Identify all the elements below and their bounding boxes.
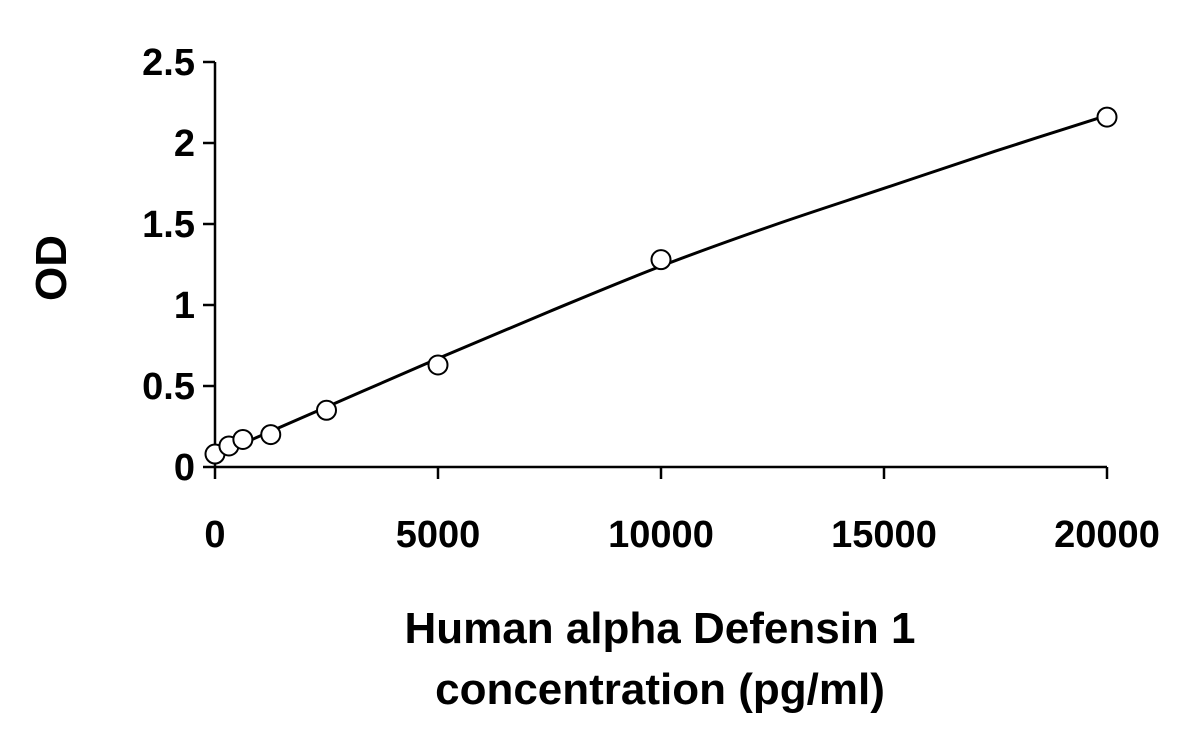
y-tick-label: 1.5 — [142, 204, 195, 246]
x-tick-label: 20000 — [1054, 514, 1160, 556]
data-point — [232, 428, 254, 450]
x-tick-label: 10000 — [608, 514, 714, 556]
axis-titles-layer: OD Human alpha Defensin 1 concentration … — [27, 235, 916, 714]
y-tick-label: 1 — [174, 285, 195, 327]
x-tick-label: 5000 — [396, 514, 481, 556]
x-axis-title-line-2: concentration (pg/ml) — [435, 665, 885, 714]
fit-curve-layer — [214, 114, 1108, 458]
ticks-layer: 0 0.5 1 1.5 2 2.5 0 5000 10000 15000 20000 — [142, 42, 1160, 556]
y-tick-label: 2.5 — [142, 42, 195, 84]
data-point — [650, 249, 672, 271]
x-tick-label: 0 — [204, 514, 225, 556]
y-axis-title: OD — [27, 235, 76, 301]
fit-curve-line — [214, 114, 1108, 458]
x-axis-title-line-1: Human alpha Defensin 1 — [404, 604, 915, 653]
data-point — [316, 399, 337, 421]
y-tick-label: 2 — [174, 123, 195, 165]
x-tick-label: 15000 — [831, 514, 937, 556]
y-tick-label: 0 — [174, 447, 195, 489]
y-tick-label: 0.5 — [142, 366, 195, 408]
data-points-layer — [204, 106, 1118, 465]
data-point — [260, 424, 282, 446]
data-point — [1096, 106, 1118, 128]
data-point — [427, 354, 449, 376]
